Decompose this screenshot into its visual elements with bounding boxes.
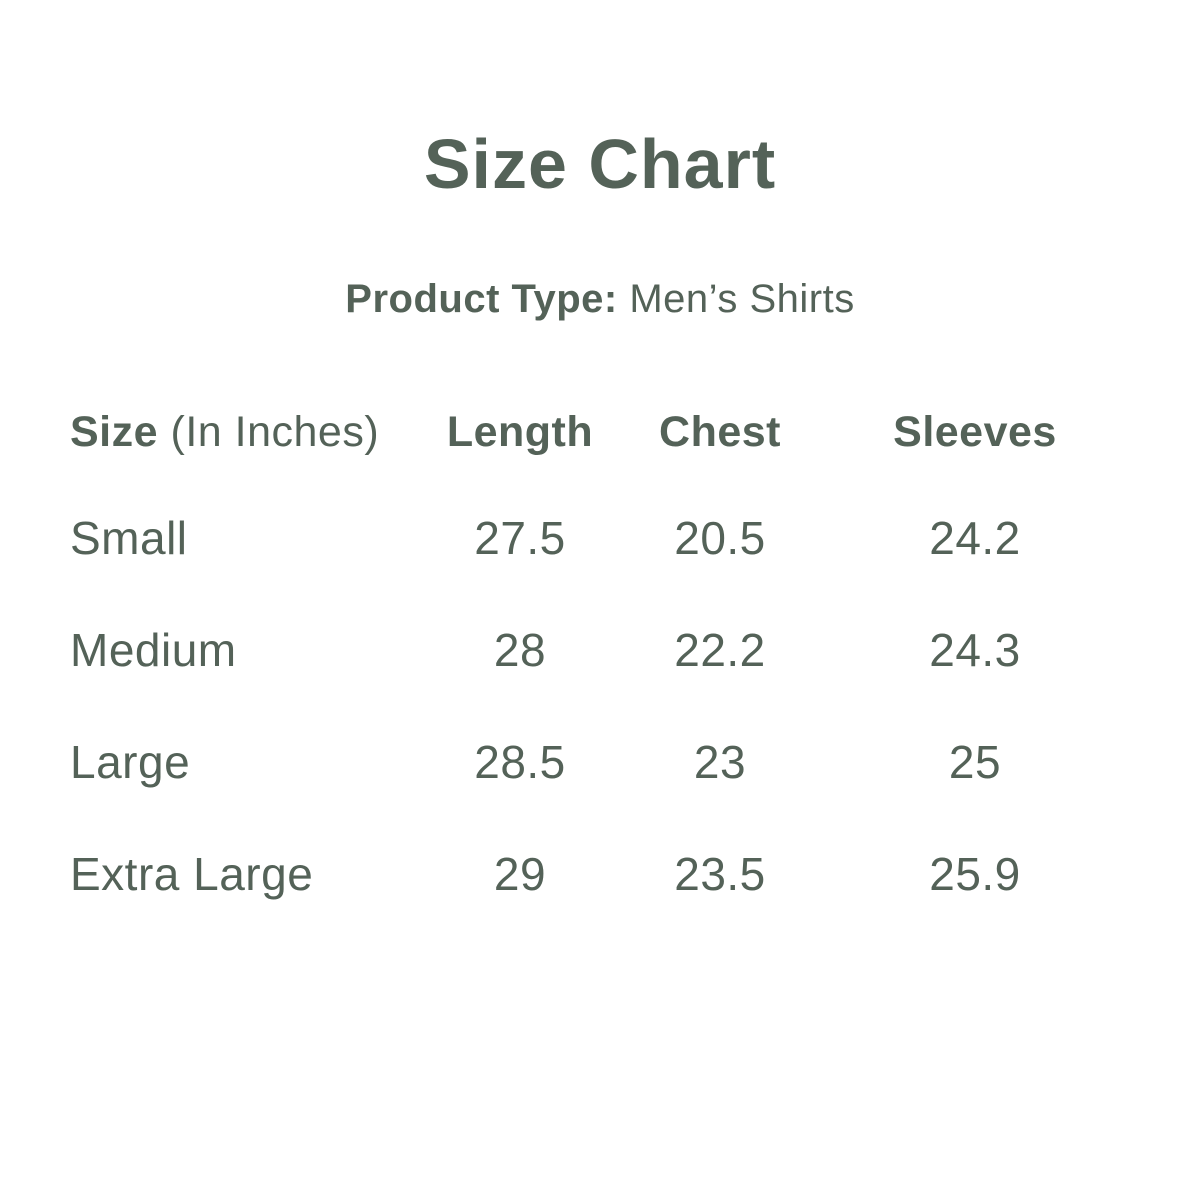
row-size-label: Small <box>70 512 188 564</box>
row-sleeves-value: 25 <box>948 736 1002 788</box>
table-row: Small 27.5 20.5 24.2 <box>70 482 1130 594</box>
row-sleeves-value: 24.3 <box>929 624 1021 676</box>
row-sleeves-value: 24.2 <box>929 512 1021 564</box>
size-header-label: Size <box>70 408 159 456</box>
row-chest-value: 20.5 <box>674 512 766 564</box>
row-length-value: 28.5 <box>474 736 566 788</box>
table-row: Extra Large 29 23.5 25.9 <box>70 818 1130 930</box>
row-size-label: Extra Large <box>70 848 314 900</box>
product-type-line: Product Type: Men’s Shirts <box>0 279 1200 319</box>
table-body: Small 27.5 20.5 24.2 Medium 28 22.2 24.3… <box>70 482 1130 930</box>
column-header-size: Size (In Inches) <box>70 405 420 459</box>
row-chest-value: 23.5 <box>674 848 766 900</box>
row-chest-value: 23 <box>693 736 747 788</box>
column-header-length: Length <box>446 408 594 456</box>
row-size-label: Medium <box>70 624 237 676</box>
row-length-value: 29 <box>493 848 547 900</box>
column-header-chest: Chest <box>659 408 781 456</box>
table-row: Medium 28 22.2 24.3 <box>70 594 1130 706</box>
product-type-label: Product Type: <box>345 277 618 321</box>
table-header-row: Size (In Inches) Length Chest Sleeves <box>70 405 1130 459</box>
row-length-value: 27.5 <box>474 512 566 564</box>
column-header-sleeves: Sleeves <box>893 408 1057 456</box>
table-row: Large 28.5 23 25 <box>70 706 1130 818</box>
row-sleeves-value: 25.9 <box>929 848 1021 900</box>
row-chest-value: 22.2 <box>674 624 766 676</box>
row-length-value: 28 <box>493 624 547 676</box>
row-size-label: Large <box>70 736 191 788</box>
size-table: Size (In Inches) Length Chest Sleeves Sm… <box>0 405 1200 930</box>
product-type-value: Men’s Shirts <box>629 277 855 321</box>
size-header-unit: (In Inches) <box>170 408 380 456</box>
page-title: Size Chart <box>423 125 777 203</box>
